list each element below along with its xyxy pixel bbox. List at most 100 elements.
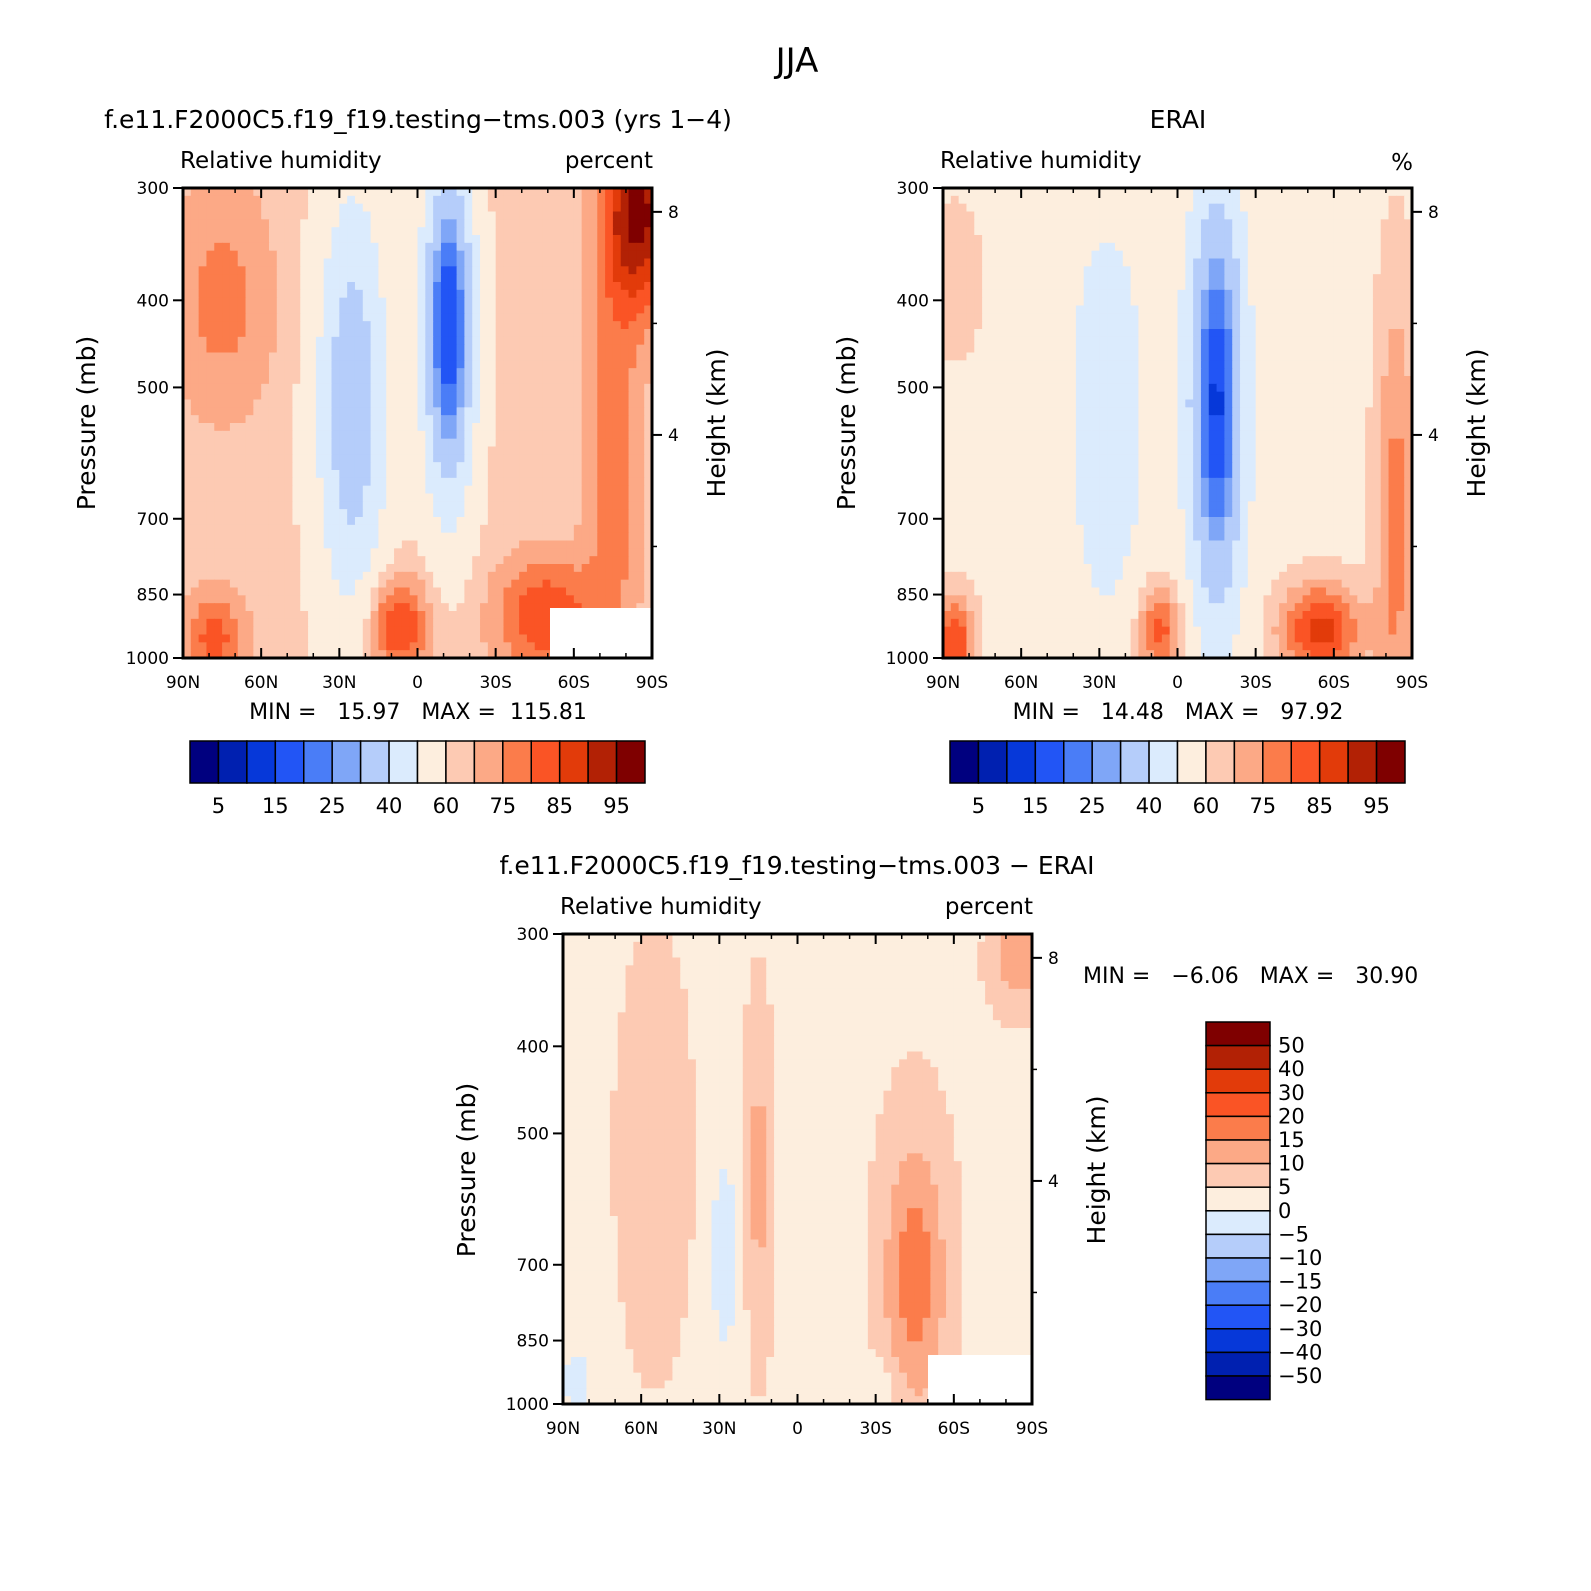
contour-cell — [1372, 344, 1382, 354]
contour-cell — [190, 524, 200, 534]
contour-cell — [362, 540, 372, 549]
contour-cell — [276, 579, 286, 589]
contour-cell — [589, 352, 598, 361]
contour-cell — [644, 235, 652, 244]
contour-cell — [1286, 329, 1296, 338]
contour-cell — [417, 579, 426, 589]
contour-cell — [464, 188, 473, 197]
contour-cell — [409, 579, 419, 589]
contour-cell — [589, 368, 598, 377]
contour-cell — [581, 376, 591, 385]
contour-cell — [245, 391, 254, 401]
contour-cell — [581, 219, 591, 228]
contour-cell — [448, 430, 458, 440]
colorbar-box — [303, 740, 333, 784]
contour-cell — [1372, 203, 1382, 213]
contour-cell — [214, 595, 223, 604]
contour-cell — [1130, 235, 1140, 244]
contour-cell — [503, 603, 512, 612]
contour-cell — [534, 329, 544, 338]
contour-cell — [620, 376, 630, 385]
contour-cell — [628, 501, 637, 510]
contour-cell — [300, 321, 309, 330]
contour-cell — [1396, 329, 1405, 338]
contour-cell — [1271, 250, 1280, 260]
contour-cell — [198, 524, 208, 534]
contour-cell — [605, 391, 614, 401]
contour-cell — [472, 297, 481, 307]
contour-cell — [198, 462, 208, 471]
contour-cell — [284, 454, 294, 463]
contour-cell — [339, 242, 348, 252]
contour-cell — [222, 211, 231, 220]
contour-cell — [440, 462, 450, 471]
contour-cell — [1177, 274, 1186, 283]
contour-cell — [503, 219, 512, 228]
contour-cell — [401, 407, 411, 416]
contour-cell — [644, 195, 652, 205]
contour-cell — [425, 587, 434, 596]
contour-cell — [550, 289, 559, 299]
contour-cell — [237, 611, 247, 620]
contour-cell — [362, 611, 372, 620]
contour-cell — [237, 360, 247, 369]
contour-cell — [378, 329, 387, 338]
contour-cell — [503, 242, 512, 252]
contour-cell — [284, 571, 294, 581]
contour-cell — [1083, 329, 1093, 338]
contour-cell — [440, 571, 450, 581]
contour-cell — [950, 336, 960, 346]
contour-cell — [495, 321, 505, 330]
contour-cell — [417, 462, 426, 471]
contour-cell — [1099, 344, 1108, 354]
contour-cell — [409, 650, 419, 658]
contour-cell — [1255, 289, 1265, 299]
contour-cell — [190, 289, 200, 299]
contour-cell — [550, 321, 559, 330]
contour-cell — [636, 571, 645, 581]
contour-cell — [362, 407, 372, 416]
contour-cell — [1302, 242, 1311, 252]
contour-cell — [284, 211, 294, 220]
contour-cell — [636, 430, 645, 440]
contour-cell — [558, 211, 567, 220]
contour-cell — [1060, 282, 1069, 291]
contour-cell — [253, 477, 262, 487]
contour-cell — [1099, 282, 1108, 291]
contour-cell — [190, 219, 200, 228]
contour-cell — [229, 477, 239, 487]
contour-cell — [401, 618, 411, 628]
contour-cell — [495, 274, 505, 283]
contour-cell — [456, 454, 465, 463]
contour-cell — [1099, 297, 1108, 307]
contour-cell — [394, 579, 403, 589]
contour-cell — [519, 258, 528, 267]
contour-cell — [409, 454, 419, 463]
contour-cell — [339, 454, 348, 463]
contour-cell — [495, 501, 505, 510]
contour-cell — [1333, 266, 1343, 275]
colorbar-label: 15 — [262, 794, 289, 818]
contour-cell — [605, 282, 614, 291]
contour-cell — [339, 540, 348, 549]
contour-cell — [206, 344, 215, 354]
contour-cell — [417, 289, 426, 299]
contour-cell — [284, 274, 294, 283]
contour-cell — [237, 407, 247, 416]
contour-cell — [417, 352, 426, 361]
contour-cell — [472, 313, 481, 322]
contour-cell — [370, 618, 380, 628]
contour-cell — [433, 313, 442, 322]
contour-cell — [542, 532, 551, 542]
contour-cell — [370, 650, 380, 658]
contour-cell — [472, 352, 481, 361]
contour-cell — [1122, 211, 1132, 220]
contour-cell — [1396, 282, 1405, 291]
contour-cell — [636, 195, 645, 205]
contour-cell — [605, 430, 614, 440]
contour-cell — [190, 587, 200, 596]
contour-cell — [401, 274, 411, 283]
contour-cell — [519, 352, 528, 361]
contour-cell — [958, 321, 968, 330]
contour-cell — [323, 235, 333, 244]
